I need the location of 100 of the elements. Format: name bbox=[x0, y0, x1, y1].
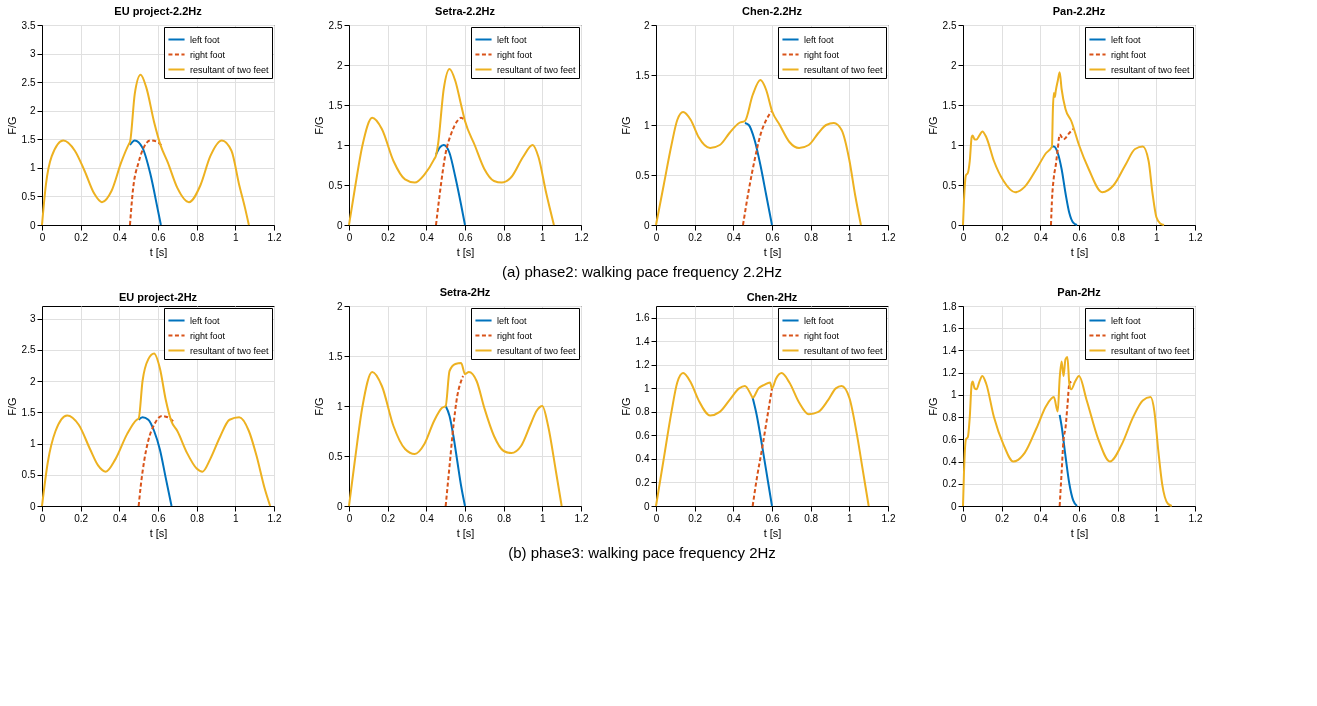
x-tick-label: 0.2 bbox=[381, 512, 396, 524]
line-series bbox=[1049, 128, 1075, 226]
x-tick-label: 0 bbox=[346, 231, 353, 243]
x-tick-label: 1.2 bbox=[267, 231, 282, 243]
x-tick-label: 0.8 bbox=[190, 512, 205, 524]
y-tick-label: 1.5 bbox=[328, 350, 343, 362]
legend-label: right foot bbox=[804, 330, 840, 341]
x-tick-label: 1 bbox=[540, 512, 547, 524]
y-tick-label: 0 bbox=[950, 219, 957, 231]
y-tick-label: 0 bbox=[29, 500, 36, 512]
x-tick-label: 0.8 bbox=[497, 231, 512, 243]
y-tick-label: 1 bbox=[643, 119, 650, 131]
y-tick-label: 3 bbox=[29, 313, 36, 324]
y-tick-label: 0 bbox=[950, 500, 957, 512]
y-axis-title: F/G bbox=[926, 116, 939, 135]
x-tick-label: 1.2 bbox=[1188, 231, 1203, 243]
line-series bbox=[444, 405, 466, 507]
y-tick-label: 2.5 bbox=[942, 19, 957, 31]
y-axis-title: F/G bbox=[619, 116, 632, 135]
x-tick-label: 0.2 bbox=[688, 512, 703, 524]
y-tick-label: 1.8 bbox=[942, 300, 957, 312]
y-tick-label: 2 bbox=[29, 375, 36, 387]
y-tick-label: 1.5 bbox=[328, 99, 343, 111]
legend-label: left foot bbox=[497, 315, 528, 326]
x-tick-label: 0.4 bbox=[419, 231, 435, 243]
y-tick-label: 1 bbox=[336, 139, 343, 151]
x-tick-label: 0.6 bbox=[765, 231, 780, 243]
line-series bbox=[655, 79, 862, 226]
y-tick-label: 0.4 bbox=[942, 456, 957, 468]
y-tick-label: 2 bbox=[336, 59, 343, 71]
legend-label: left foot bbox=[190, 34, 221, 45]
x-tick-label: 0.4 bbox=[1033, 231, 1049, 243]
x-axis-title: t [s] bbox=[149, 245, 168, 258]
legend-label: left foot bbox=[1111, 315, 1142, 326]
y-tick-label: 1.5 bbox=[21, 133, 36, 145]
y-tick-label: 3 bbox=[29, 48, 36, 60]
x-tick-label: 1.2 bbox=[881, 231, 896, 243]
x-tick-label: 1 bbox=[847, 512, 854, 524]
chart-title: EU project-2Hz bbox=[118, 291, 198, 303]
x-tick-label: 0.6 bbox=[1072, 231, 1087, 243]
x-tick-label: 0 bbox=[346, 512, 353, 524]
y-tick-label: 0 bbox=[643, 500, 650, 512]
legend-label: resultant of two feet bbox=[497, 64, 577, 75]
legend-label: right foot bbox=[497, 330, 533, 341]
y-tick-label: 3.5 bbox=[21, 19, 36, 31]
y-tick-label: 0.5 bbox=[635, 169, 650, 181]
y-tick-label: 2 bbox=[336, 300, 343, 312]
y-tick-label: 0.8 bbox=[635, 406, 650, 418]
x-axis-title: t [s] bbox=[1070, 526, 1089, 539]
chart-title: Chen-2.2Hz bbox=[742, 5, 803, 17]
y-tick-label: 1.5 bbox=[635, 69, 650, 81]
line-series bbox=[348, 362, 563, 507]
y-tick-label: 2 bbox=[29, 105, 36, 117]
y-tick-label: 1 bbox=[950, 389, 957, 401]
y-tick-label: 0.5 bbox=[21, 190, 36, 202]
x-tick-label: 0.4 bbox=[1033, 512, 1049, 524]
y-tick-label: 0 bbox=[29, 219, 36, 231]
y-axis-title: F/G bbox=[5, 116, 18, 135]
x-tick-label: 0.2 bbox=[381, 231, 396, 243]
legend-label: resultant of two feet bbox=[804, 64, 884, 75]
y-tick-label: 0 bbox=[336, 219, 343, 231]
line-series bbox=[444, 375, 465, 507]
x-tick-label: 1 bbox=[1154, 231, 1161, 243]
x-tick-label: 0.8 bbox=[804, 512, 819, 524]
y-tick-label: 0.6 bbox=[635, 429, 650, 441]
y-tick-label: 0.5 bbox=[21, 469, 36, 481]
x-tick-label: 1 bbox=[847, 231, 854, 243]
legend-label: resultant of two feet bbox=[1111, 64, 1191, 75]
y-tick-label: 1.2 bbox=[942, 367, 957, 379]
y-tick-label: 0.5 bbox=[328, 179, 343, 191]
x-tick-label: 0.6 bbox=[458, 512, 473, 524]
y-tick-label: 1 bbox=[336, 400, 343, 412]
line-series bbox=[962, 356, 1173, 507]
line-series bbox=[1058, 413, 1079, 507]
x-tick-label: 1.2 bbox=[1188, 512, 1203, 524]
legend-label: left foot bbox=[1111, 34, 1142, 45]
y-tick-label: 0 bbox=[336, 500, 343, 512]
text: (b) phase3: walking pace frequency 2Hz bbox=[508, 544, 776, 561]
x-tick-label: 1.2 bbox=[881, 512, 896, 524]
y-tick-label: 1.2 bbox=[635, 359, 650, 371]
x-tick-label: 0.6 bbox=[1072, 512, 1087, 524]
x-tick-label: 0.8 bbox=[190, 231, 205, 243]
x-axis-title: t [s] bbox=[456, 526, 475, 539]
y-tick-label: 0.5 bbox=[942, 179, 957, 191]
y-tick-label: 2.5 bbox=[21, 344, 36, 356]
y-tick-label: 2.5 bbox=[328, 19, 343, 31]
line-series bbox=[435, 116, 466, 226]
x-axis-title: t [s] bbox=[149, 526, 168, 539]
y-tick-label: 0 bbox=[643, 219, 650, 231]
y-tick-label: 0.5 bbox=[328, 450, 343, 462]
legend-label: resultant of two feet bbox=[804, 345, 884, 356]
x-tick-label: 0.4 bbox=[726, 231, 742, 243]
x-tick-label: 0.8 bbox=[497, 512, 512, 524]
x-tick-label: 0 bbox=[960, 231, 967, 243]
x-tick-label: 0 bbox=[39, 231, 46, 243]
legend-label: left foot bbox=[804, 34, 835, 45]
y-axis-title: F/G bbox=[5, 397, 18, 416]
y-tick-label: 0.6 bbox=[942, 433, 957, 445]
legend-label: right foot bbox=[1111, 330, 1147, 341]
y-tick-label: 1 bbox=[643, 382, 650, 394]
